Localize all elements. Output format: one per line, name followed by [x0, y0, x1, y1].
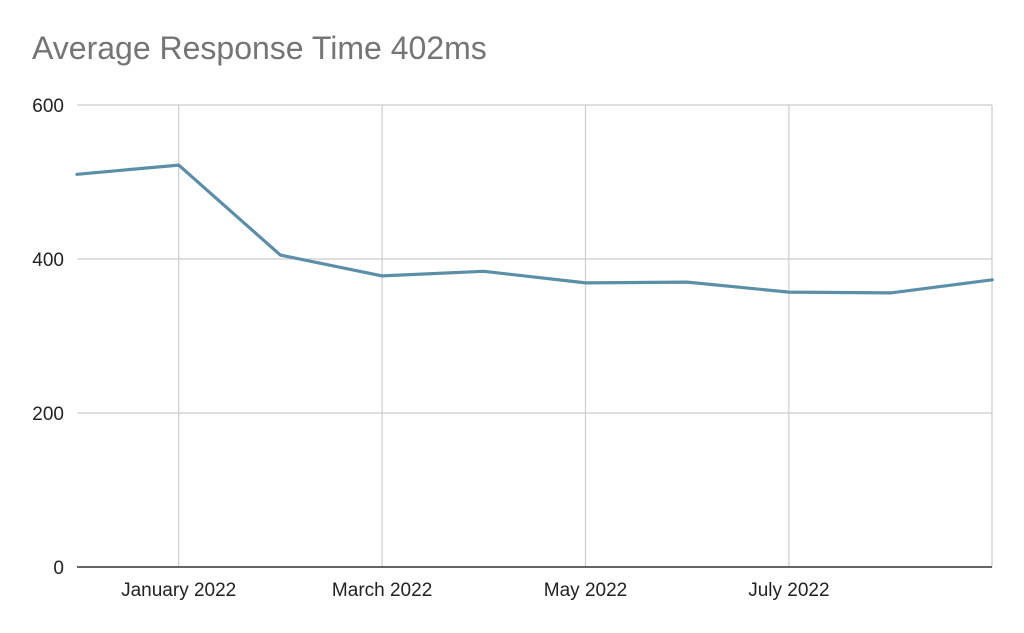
y-tick-label: 0 [53, 558, 64, 579]
series-layer [75, 163, 994, 295]
chart-title: Average Response Time 402ms [32, 30, 487, 66]
x-tick-label: May 2022 [544, 580, 627, 601]
y-tick-label: 200 [32, 404, 64, 425]
y-tick-label: 600 [32, 96, 64, 117]
x-tick-label: July 2022 [748, 580, 829, 601]
x-tick-label: March 2022 [332, 580, 432, 601]
y-tick-label: 400 [32, 250, 64, 271]
label-layer: 0 200 400 600 January 2022 March 2022 May 2022… [32, 96, 829, 601]
x-tick-label: January 2022 [121, 580, 236, 601]
grid-layer [77, 104, 993, 567]
series-line [75, 163, 994, 295]
